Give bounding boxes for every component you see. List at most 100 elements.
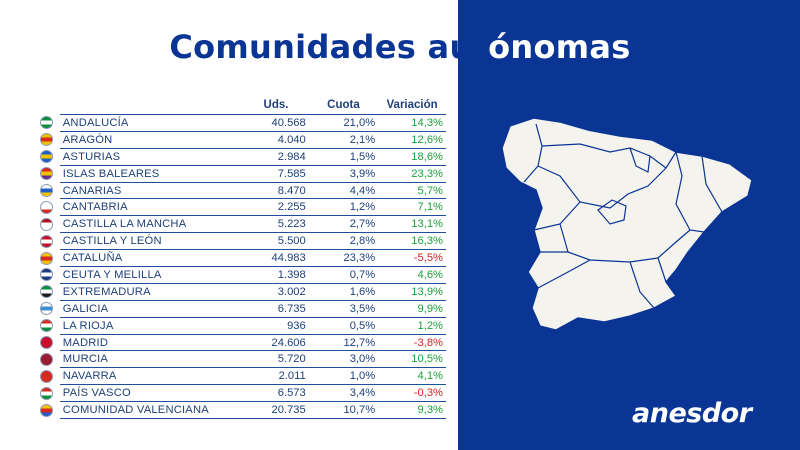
- region-flag-icon: [40, 251, 54, 265]
- table-row: ARAGÓN 4.040 2,1% 12,6%: [34, 131, 446, 149]
- map-border-murcia: [629, 261, 655, 309]
- map-border-aragon: [675, 151, 705, 233]
- flag-cell: [34, 317, 60, 334]
- table-row: NAVARRA 2.011 1,0% 4,1%: [34, 367, 446, 386]
- region-flag-icon: [40, 217, 54, 231]
- anesdor-logo: anesdor: [632, 398, 752, 429]
- region-variation: -3,8%: [378, 334, 446, 352]
- map-border-castilla-mancha: [567, 229, 691, 263]
- region-name: CATALUÑA: [59, 249, 244, 268]
- flag-cell: [34, 267, 60, 284]
- region-share: 10,7%: [308, 401, 379, 420]
- region-name: CANTABRIA: [59, 198, 244, 217]
- flag-cell: [34, 131, 60, 148]
- header-units: Uds.: [243, 96, 309, 115]
- header-flag-spacer: [34, 96, 60, 115]
- region-flag-icon: [40, 302, 54, 316]
- region-flag-icon: [40, 234, 54, 248]
- region-name: MADRID: [59, 334, 244, 352]
- region-share: 4,4%: [308, 182, 379, 200]
- region-share: 12,7%: [308, 334, 379, 352]
- region-variation: -0,3%: [378, 384, 446, 403]
- region-units: 4.040: [243, 131, 309, 149]
- region-name: ARAGÓN: [59, 131, 244, 149]
- region-units: 6.573: [243, 384, 309, 403]
- region-units: 1.398: [243, 266, 309, 284]
- region-flag-icon: [40, 386, 54, 400]
- region-flag-icon: [40, 200, 54, 214]
- region-variation: 14,3%: [378, 114, 446, 132]
- region-variation: 12,6%: [378, 131, 446, 149]
- region-flag-icon: [40, 285, 54, 299]
- flag-cell: [34, 250, 60, 267]
- region-units: 44.983: [243, 249, 309, 268]
- region-variation: 4,6%: [378, 266, 446, 284]
- flag-cell: [34, 148, 60, 165]
- region-name: ISLAS BALEARES: [59, 165, 244, 183]
- spain-map-icon: [501, 117, 753, 331]
- flag-cell: [34, 165, 60, 182]
- region-units: 24.606: [243, 334, 309, 352]
- region-name: PAÍS VASCO: [59, 384, 244, 403]
- region-flag-icon: [40, 336, 54, 350]
- region-units: 2.011: [243, 367, 309, 386]
- table-row: PAÍS VASCO 6.573 3,4% -0,3%: [34, 384, 446, 403]
- region-name: ANDALUCÍA: [59, 114, 244, 132]
- table-header-row: Uds. Cuota Variación: [34, 96, 446, 115]
- flag-cell: [34, 233, 60, 250]
- region-share: 21,0%: [308, 114, 379, 132]
- region-units: 5.720: [243, 350, 309, 369]
- table-row: MADRID 24.606 12,7% -3,8%: [34, 334, 446, 352]
- region-share: 1,0%: [308, 367, 379, 386]
- region-name: CANARIAS: [59, 182, 244, 200]
- region-units: 7.585: [243, 165, 309, 183]
- flag-cell: [34, 402, 60, 419]
- region-name: NAVARRA: [59, 367, 244, 386]
- region-name: LA RIOJA: [59, 317, 244, 335]
- region-share: 1,2%: [308, 198, 379, 217]
- region-units: 2.984: [243, 148, 309, 166]
- region-name: COMUNIDAD VALENCIANA: [59, 401, 244, 420]
- region-share: 0,5%: [308, 317, 379, 335]
- region-share: 1,5%: [308, 148, 379, 166]
- map-border-cataluna: [701, 155, 723, 213]
- table-row: CEUTA Y MELILLA 1.398 0,7% 4,6%: [34, 266, 446, 284]
- region-variation: 9,3%: [378, 401, 446, 420]
- map-border-north: [541, 143, 667, 169]
- region-variation: 5,7%: [378, 182, 446, 200]
- region-flag-icon: [40, 116, 54, 130]
- table-row: CASTILLA LA MANCHA 5.223 2,7% 13,1%: [34, 215, 446, 234]
- region-name: CASTILLA Y LEÓN: [59, 232, 244, 251]
- region-share: 3,5%: [308, 300, 379, 318]
- table-row: ASTURIAS 2.984 1,5% 18,6%: [34, 148, 446, 166]
- region-units: 3.002: [243, 283, 309, 301]
- region-units: 40.568: [243, 114, 309, 132]
- region-name: GALICIA: [59, 300, 244, 318]
- region-flag-icon: [40, 184, 54, 197]
- region-name: MURCIA: [59, 350, 244, 369]
- table-row: GALICIA 6.735 3,5% 9,9%: [34, 300, 446, 318]
- region-share: 3,4%: [308, 384, 379, 403]
- region-flag-icon: [40, 150, 54, 164]
- table-row: CATALUÑA 44.983 23,3% -5,5%: [34, 249, 446, 268]
- region-share: 1,6%: [308, 283, 379, 301]
- header-name-spacer: [59, 96, 244, 115]
- flag-cell: [34, 334, 60, 351]
- region-name: EXTREMADURA: [59, 283, 244, 301]
- table-row: ANDALUCÍA 40.568 21,0% 14,3%: [34, 114, 446, 132]
- map-border-andalucia: [537, 259, 591, 289]
- table-row: COMUNIDAD VALENCIANA 20.735 10,7% 9,3%: [34, 401, 446, 420]
- table-body: ANDALUCÍA 40.568 21,0% 14,3% ARAGÓN 4.040 2,1%…: [34, 114, 446, 420]
- map-border-madrid: [597, 199, 627, 225]
- region-share: 0,7%: [308, 266, 379, 284]
- table-row: CANTABRIA 2.255 1,2% 7,1%: [34, 198, 446, 217]
- flag-cell: [34, 199, 60, 216]
- region-flag-icon: [40, 319, 54, 333]
- region-variation: 9,9%: [378, 300, 446, 318]
- region-share: 3,0%: [308, 350, 379, 369]
- region-variation: -5,5%: [378, 249, 446, 268]
- map-border-rioja: [629, 147, 651, 173]
- flag-cell: [34, 385, 60, 402]
- region-share: 23,3%: [308, 249, 379, 268]
- region-units: 2.255: [243, 198, 309, 217]
